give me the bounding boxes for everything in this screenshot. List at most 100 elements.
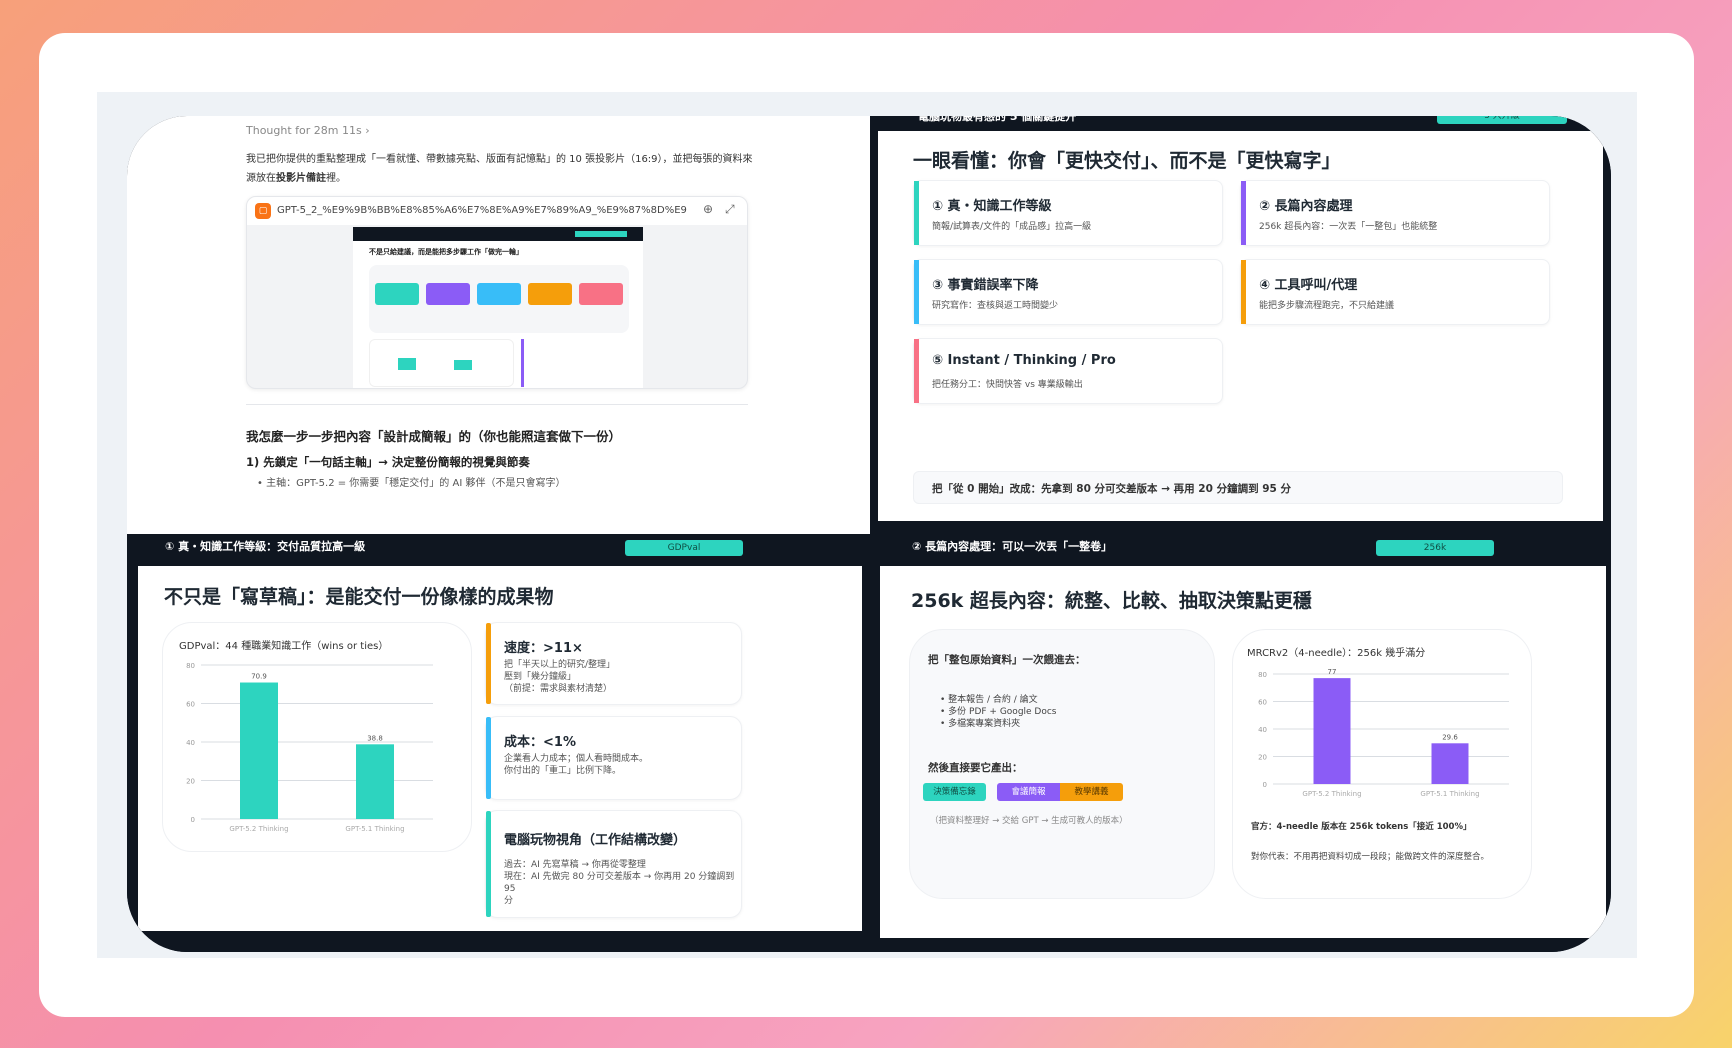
step-bullet: • 主軸：GPT-5.2 = 你需要「穩定交付」的 AI 夥伴（不是只會寫字） bbox=[257, 478, 566, 489]
meaning-note: 對你代表：不用再把資料切成一段段；能做跨文件的深度整合。 bbox=[1251, 852, 1490, 862]
feature-card: ① 真・知識工作等級 簡報/試算表/文件的「成品感」拉高一級 bbox=[913, 180, 1223, 246]
output-note: （把資料整理好 → 交給 GPT → 生成可教人的版本） bbox=[930, 816, 1128, 826]
preview-chart bbox=[369, 339, 514, 387]
preview-flow bbox=[369, 265, 629, 333]
slide-badge: 256k bbox=[1376, 540, 1494, 556]
intro-paragraph: 我已把你提供的重點整理成「一看就懂、帶數據亮點、版面有記憶點」的 10 張投影片… bbox=[246, 150, 756, 188]
intro-text-2: 資料來源放在 bbox=[246, 154, 753, 184]
card-accent bbox=[914, 181, 919, 245]
intro-text: 我已把你提供的重點整理成「一看就懂、帶數據亮點、版面有記憶點」的 10 張投影片… bbox=[246, 154, 723, 165]
thought-toggle[interactable]: Thought for 28m 11s › bbox=[246, 124, 370, 137]
card-line: （前提：需求與素材清楚） bbox=[504, 684, 613, 694]
y-tick-label: 20 bbox=[186, 778, 195, 786]
stat-card: 電腦玩物視角（工作結構改變） 過去：AI 先寫草稿 → 你再從零整理現在：AI … bbox=[485, 810, 742, 918]
card-accent bbox=[486, 623, 491, 704]
chat-panel: Thought for 28m 11s › 我已把你提供的重點整理成「一看就懂、… bbox=[127, 116, 870, 534]
feature-card: ② 長篇內容處理 256k 超長內容：一次丟「一整包」也能統整 bbox=[1240, 180, 1550, 246]
mrcr-bar-chart: 0 20 40 60 80 77 GPT-5.2 Thinking 29.6 GPT-5.1 T… bbox=[1258, 668, 1509, 798]
slide-preview: 不是只給建議，而是能把多步驟工作「做完一輪」 bbox=[353, 227, 643, 388]
stat-desc: 過去：AI 先寫草稿 → 你再從零整理現在：AI 先做完 80 分可交差版本 →… bbox=[504, 859, 741, 907]
card-line: 你付出的「重工」比例下降。 bbox=[504, 766, 622, 776]
y-tick-label: 0 bbox=[191, 816, 195, 824]
summary-box: 把「從 0 開始」改成：先拿到 80 分可交差版本 → 再用 20 分鐘調到 9… bbox=[913, 471, 1563, 504]
slide-header: ② 長篇內容處理：可以一次丟「一整卷」 bbox=[912, 540, 1113, 553]
slide-header: ① 真・知識工作等級：交付品質拉高一級 bbox=[165, 540, 366, 553]
slide-title: 一眼看懂：你會「更快交付」、而不是「更快寫字」 bbox=[913, 150, 1341, 172]
stat-desc: 企業看人力成本；個人看時間成本。 你付出的「重工」比例下降。 bbox=[504, 753, 648, 777]
flow-step bbox=[579, 283, 623, 305]
data-label: 77 bbox=[1328, 668, 1337, 676]
feature-desc: 能把多步驟流程跑完，不只給建議 bbox=[1259, 301, 1395, 311]
x-tick-label: GPT-5.2 Thinking bbox=[229, 825, 288, 833]
slide-gdpval: ① 真・知識工作等級：交付品質拉高一級 GDPval 不只是「寫草稿」：是能交付… bbox=[127, 534, 870, 952]
stat-desc: 把「半天以上的研究/整理」 壓到「幾分鐘級」 （前提：需求與素材清楚） bbox=[504, 659, 615, 695]
bullet-item: • 多檔案專案資料夾 bbox=[940, 719, 1021, 729]
preview-pill bbox=[575, 231, 627, 237]
input-heading: 把「整包原始資料」一次餵進去： bbox=[928, 654, 1086, 666]
y-tick-label: 40 bbox=[1258, 726, 1267, 734]
download-icon[interactable]: ⊕ bbox=[703, 202, 714, 216]
official-note: 官方：4-needle 版本在 256k tokens「接近 100%」 bbox=[1251, 822, 1472, 832]
flow-step bbox=[426, 283, 470, 305]
preview-header bbox=[353, 227, 643, 241]
intro-text-3: 裡。 bbox=[326, 173, 346, 184]
feature-desc: 把任務分工：快問快答 vs 專業級輸出 bbox=[932, 380, 1083, 390]
gdpval-bar-chart: 0 20 40 60 80 70.9 GPT-5.2 Thinking 38.8 GPT-5.1… bbox=[186, 662, 433, 833]
intro-bold: 投影片備註 bbox=[276, 173, 326, 184]
card-line: 現在：AI 先做完 80 分可交差版本 → 你再用 20 分鐘調到 95 bbox=[504, 872, 735, 894]
card-line: 壓到「幾分鐘級」 bbox=[504, 672, 577, 682]
feature-title: ④ 工具呼叫/代理 bbox=[1259, 278, 1358, 293]
stat-card: 速度：>11× 把「半天以上的研究/整理」 壓到「幾分鐘級」 （前提：需求與素材清楚… bbox=[485, 622, 742, 705]
feature-title: ① 真・知識工作等級 bbox=[932, 199, 1052, 214]
card-line: 過去：AI 先寫草稿 → 你再從零整理 bbox=[504, 860, 646, 870]
file-bar bbox=[247, 197, 747, 225]
stat-title: 速度：>11× bbox=[504, 641, 583, 656]
slide-title: 256k 超長內容：統整、比較、抽取決策點更穩 bbox=[911, 590, 1312, 612]
flow-step bbox=[477, 283, 521, 305]
bar bbox=[1313, 678, 1351, 784]
card-accent bbox=[914, 260, 919, 324]
y-tick-label: 60 bbox=[1258, 699, 1267, 707]
screenshot-collage: Thought for 28m 11s › 我已把你提供的重點整理成「一看就懂、… bbox=[127, 116, 1611, 952]
feature-card: ⑤ Instant / Thinking / Pro 把任務分工：快問快答 vs… bbox=[913, 338, 1223, 404]
chart-title: MRCRv2（4-needle）：256k 幾乎滿分 bbox=[1247, 648, 1426, 659]
y-tick-label: 20 bbox=[1258, 754, 1267, 762]
preview-bar bbox=[454, 360, 472, 370]
preview-title: 不是只給建議，而是能把多步驟工作「做完一輪」 bbox=[369, 248, 523, 256]
section-heading: 我怎麼一步一步把內容「設計成簡報」的（你也能照這套做下一份） bbox=[246, 429, 622, 444]
input-card: 把「整包原始資料」一次餵進去： • 整本報告 / 合約 / 論文 • 多份 PD… bbox=[909, 629, 1215, 899]
slide-badge: 5 大升級 bbox=[1437, 116, 1567, 124]
card-line: 把「半天以上的研究/整理」 bbox=[504, 660, 616, 670]
slide-badge: GDPval bbox=[625, 540, 743, 556]
presentation-file-icon: ▢ bbox=[255, 203, 271, 219]
file-attachment-card[interactable]: ▢ GPT-5_2_%E9%9B%BB%E8%85%A6%E7%8E%A9%E7… bbox=[246, 196, 748, 389]
file-name: GPT-5_2_%E9%9B%BB%E8%85%A6%E7%8E%A9%E7%8… bbox=[277, 205, 687, 216]
feature-desc: 256k 超長內容：一次丟「一整包」也能統整 bbox=[1259, 222, 1438, 232]
flow-step bbox=[375, 283, 419, 305]
feature-card: ③ 事實錯誤率下降 研究寫作：查核與返工時間變少 bbox=[913, 259, 1223, 325]
stat-title: 電腦玩物視角（工作結構改變） bbox=[504, 833, 687, 848]
output-chip: 教學講義 bbox=[1060, 783, 1123, 801]
bar bbox=[1431, 743, 1469, 784]
feature-title: ③ 事實錯誤率下降 bbox=[932, 278, 1039, 293]
card-line: 企業看人力成本；個人看時間成本。 bbox=[504, 754, 649, 764]
feature-desc: 簡報/試算表/文件的「成品感」拉高一級 bbox=[932, 222, 1092, 232]
data-label: 29.6 bbox=[1442, 733, 1458, 741]
divider bbox=[246, 404, 748, 405]
slide-long-context: ② 長篇內容處理：可以一次丟「一整卷」 256k 256k 超長內容：統整、比較… bbox=[874, 534, 1611, 952]
card-accent bbox=[1241, 260, 1246, 324]
feature-title: ② 長篇內容處理 bbox=[1259, 199, 1353, 214]
slide-title: 不只是「寫草稿」：是能交付一份像樣的成果物 bbox=[164, 586, 554, 608]
step-heading: 1) 先鎖定「一句話主軸」→ 決定整份簡報的視覺與節奏 bbox=[246, 455, 530, 469]
preview-accent bbox=[521, 339, 524, 387]
preview-bar bbox=[398, 358, 416, 370]
data-label: 70.9 bbox=[251, 673, 267, 681]
summary-text: 把「從 0 開始」改成：先拿到 80 分可交差版本 → 再用 20 分鐘調到 9… bbox=[932, 483, 1291, 495]
flow-step bbox=[528, 283, 572, 305]
input-bullets: • 整本報告 / 合約 / 論文 • 多份 PDF + Google Docs … bbox=[940, 694, 1057, 730]
card-accent bbox=[486, 811, 491, 917]
card-accent bbox=[914, 339, 919, 403]
slide-header: 電腦玩物最有感的 5 個關鍵提升 bbox=[918, 116, 1077, 123]
x-tick-label: GPT-5.1 Thinking bbox=[345, 825, 404, 833]
expand-icon[interactable]: ⤢ bbox=[725, 202, 735, 216]
